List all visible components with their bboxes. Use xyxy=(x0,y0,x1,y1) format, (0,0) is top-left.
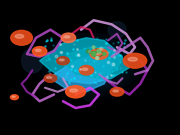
Point xyxy=(96,57,99,59)
Ellipse shape xyxy=(64,36,70,38)
Ellipse shape xyxy=(128,57,137,61)
Ellipse shape xyxy=(42,34,138,96)
Ellipse shape xyxy=(47,76,52,79)
Ellipse shape xyxy=(22,49,43,73)
Ellipse shape xyxy=(50,39,130,90)
Ellipse shape xyxy=(10,95,18,100)
Ellipse shape xyxy=(44,74,57,82)
Ellipse shape xyxy=(82,68,88,70)
Ellipse shape xyxy=(61,33,76,43)
Ellipse shape xyxy=(48,37,132,92)
Ellipse shape xyxy=(60,46,120,84)
Ellipse shape xyxy=(94,52,101,54)
Ellipse shape xyxy=(12,96,15,97)
Ellipse shape xyxy=(57,57,69,65)
Ellipse shape xyxy=(66,49,114,81)
Point xyxy=(103,53,106,55)
Polygon shape xyxy=(40,38,130,84)
Ellipse shape xyxy=(32,47,47,56)
Ellipse shape xyxy=(35,49,41,52)
Ellipse shape xyxy=(123,53,147,68)
Ellipse shape xyxy=(53,41,127,89)
Ellipse shape xyxy=(66,86,86,98)
Point xyxy=(98,50,100,52)
Ellipse shape xyxy=(71,52,109,77)
Ellipse shape xyxy=(81,59,99,71)
Ellipse shape xyxy=(59,45,121,85)
Ellipse shape xyxy=(83,88,97,101)
Ellipse shape xyxy=(110,87,124,96)
Ellipse shape xyxy=(76,56,104,74)
Point xyxy=(92,53,95,55)
Ellipse shape xyxy=(90,49,108,59)
Ellipse shape xyxy=(59,59,64,61)
Ellipse shape xyxy=(36,30,144,99)
Ellipse shape xyxy=(108,22,126,38)
Ellipse shape xyxy=(11,30,32,45)
Ellipse shape xyxy=(113,90,118,92)
Ellipse shape xyxy=(15,34,24,38)
Ellipse shape xyxy=(79,65,94,75)
Ellipse shape xyxy=(64,48,116,81)
Point xyxy=(87,50,90,52)
Polygon shape xyxy=(63,47,122,78)
Ellipse shape xyxy=(55,43,125,87)
Polygon shape xyxy=(50,54,113,92)
Ellipse shape xyxy=(70,89,78,92)
Point xyxy=(92,46,95,48)
